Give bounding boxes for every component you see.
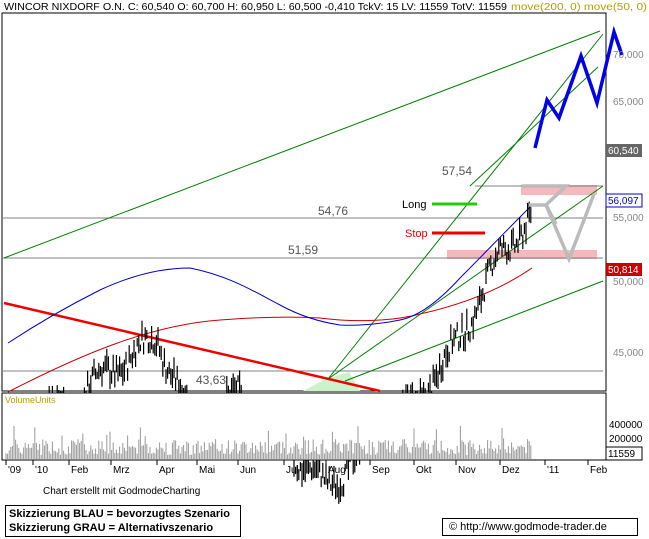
last-price-tag (606, 144, 642, 157)
long-label: Long (402, 199, 426, 211)
level-label-54-76: 54,76 (318, 204, 348, 218)
stop-price-tag (606, 263, 642, 276)
x-tick-label: '11 (547, 465, 560, 476)
volume-last-tag (605, 446, 643, 461)
scenario-blue-path (533, 25, 624, 149)
volume-last-text: 11559 (608, 449, 636, 460)
volume-tick-label: 200000 (609, 434, 643, 445)
last-price-text: 60,540 (608, 146, 639, 157)
long-price-tag (605, 193, 643, 208)
x-tick-label: Feb (590, 465, 608, 476)
red-support-line (3, 301, 381, 393)
scenario-blue-note: Skizzierung BLAU = bevorzugtes Szenario (9, 508, 230, 520)
header-moving-averages: move(200, 0) move(50, 0) (511, 2, 647, 13)
x-tick-label: '10 (35, 465, 48, 476)
source-link[interactable]: © http://www.godmode-trader.de (442, 518, 638, 536)
stop-price-text: 50,814 (608, 265, 639, 276)
support-zone (447, 250, 597, 259)
x-tick-label: Mai (199, 465, 215, 476)
y-tick-label: 55,000 (613, 213, 644, 224)
volume-label: VolumeUnits (5, 395, 56, 405)
x-tick-label: Jul (286, 465, 299, 476)
trendline-channel-mid (469, 66, 599, 187)
scenario-grey-branch (529, 203, 558, 225)
y-tick-label: 70,000 (613, 50, 644, 61)
chart-credit: Chart erstellt mit GodmodeCharting (43, 486, 201, 497)
trendline-lower-long (344, 280, 604, 382)
volume-axis: 400000 200000 (609, 420, 643, 445)
level-label-51-59: 51,59 (288, 243, 318, 257)
x-tick-label: Nov (458, 465, 476, 476)
x-tick-label: '09 (8, 465, 21, 476)
x-tick-label: Mrz (113, 465, 130, 476)
y-tick-label: 50,000 (613, 277, 644, 288)
trendline-upper-long (3, 30, 601, 259)
stop-label: Stop (405, 228, 428, 240)
y-tick-label: 65,000 (613, 97, 644, 108)
scenario-grey-note: Skizzierung GRAU = Alternativszenario (9, 522, 214, 534)
volume-bars (5, 426, 532, 459)
low-zone-shade (303, 372, 360, 391)
ma50-line (7, 204, 533, 344)
scenario-legend-box: Skizzierung BLAU = bevorzugtes Szenario … (5, 505, 241, 537)
price-axis: 70,000 65,000 55,000 50,000 45,000 (613, 50, 644, 359)
price-panel-frame (1, 12, 607, 392)
y-tick-label: 45,000 (613, 348, 644, 359)
resistance-zone (521, 185, 597, 195)
x-tick-label: Aug (328, 465, 346, 476)
x-tick-label: Dez (502, 465, 520, 476)
x-axis: '09 '10 Feb Mrz Apr Mai Jun Jul Aug Sep Okt Nov Dez '… (5, 460, 608, 476)
trendline-channel-lower (327, 185, 604, 380)
x-tick-label: Jun (240, 465, 256, 476)
level-label-57-54: 57,54 (442, 164, 472, 178)
trendline-channel-upper (327, 33, 604, 380)
header-stock-info: WINCOR NIXDORF O.N. C: 60,540 O: 60,700 … (4, 2, 507, 13)
volume-tick-label: 400000 (609, 420, 643, 431)
x-tick-label: Sep (372, 465, 390, 476)
level-label-43-63: 43,63 (196, 373, 226, 387)
x-tick-label: Feb (71, 465, 89, 476)
long-price-text: 56,097 (608, 196, 639, 207)
ma200-line (7, 267, 533, 393)
x-tick-label: Apr (159, 465, 175, 476)
x-tick-label: Okt (416, 465, 432, 476)
